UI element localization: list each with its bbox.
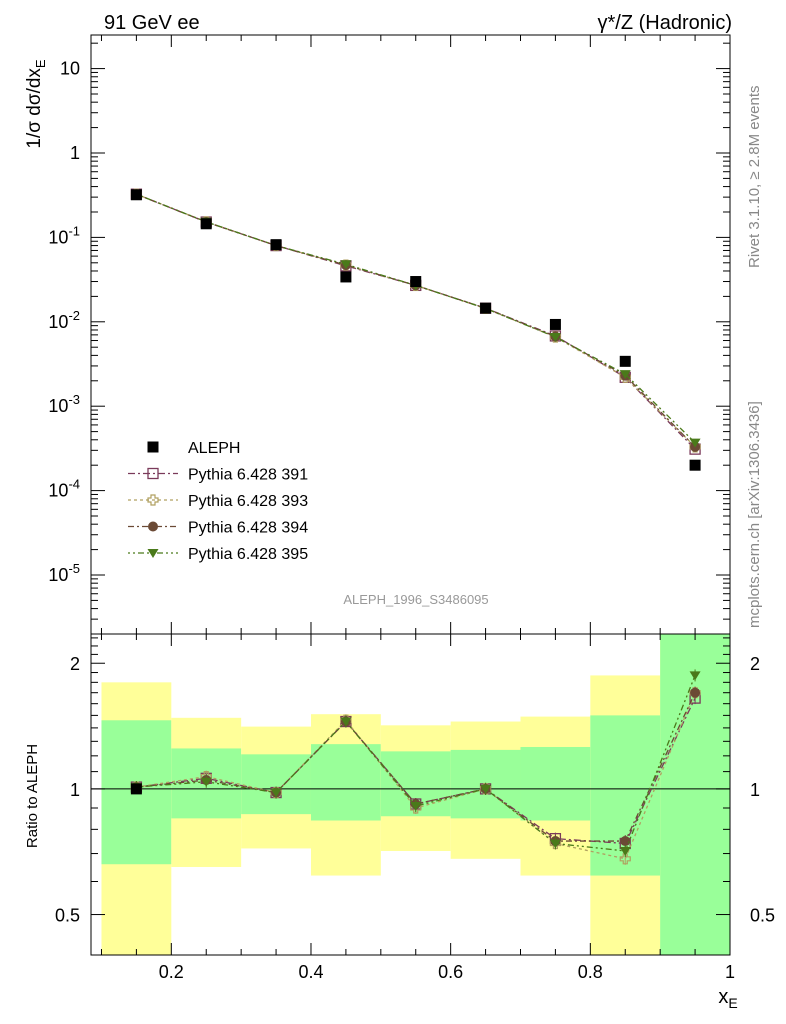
mc-line-main xyxy=(136,193,696,448)
data-point xyxy=(130,189,142,201)
y-tick-label: 1 xyxy=(70,143,80,163)
uncertainty-bands xyxy=(101,634,730,955)
ratio-y-tick-label-right: 2 xyxy=(750,654,760,674)
mc-point-ratio xyxy=(619,846,631,856)
legend-label: Pythia 6.428 391 xyxy=(188,467,308,484)
mcplots-label: mcplots.cern.ch [arXiv:1306.3436] xyxy=(746,401,763,628)
data-point xyxy=(480,302,492,314)
data-point xyxy=(689,459,701,471)
mc-point-main xyxy=(689,438,701,448)
y-tick-label: 10-2 xyxy=(48,308,80,332)
legend-label: Pythia 6.428 393 xyxy=(188,493,308,510)
ratio-y-tick-label: 1 xyxy=(70,780,80,800)
ratio-y-tick-label-right: 1 xyxy=(750,780,760,800)
mc-point-ratio xyxy=(690,687,701,698)
legend: ALEPH Pythia 6.428 391 Pythia 6.428 393 Pyt… xyxy=(128,440,308,563)
main-frame xyxy=(90,34,731,635)
y-tick-label: 10-4 xyxy=(48,477,80,501)
legend-label: ALEPH xyxy=(188,440,240,457)
band-inner xyxy=(310,744,381,821)
data-point xyxy=(410,276,422,288)
ratio-y-tick-label: 2 xyxy=(70,654,80,674)
y-tick-label: 10-5 xyxy=(48,561,80,585)
ratio-y-tick-label-right: 0.5 xyxy=(750,906,775,926)
mc-point-ratio xyxy=(619,853,631,865)
legend-marker xyxy=(147,549,159,558)
x-tick-label: 0.6 xyxy=(438,962,463,982)
x-axis-label: xE xyxy=(718,986,737,1011)
band-inner xyxy=(241,754,311,815)
watermark: ALEPH_1996_S3486095 xyxy=(343,592,488,607)
mc-point-ratio xyxy=(689,671,701,681)
mc-point-ratio xyxy=(410,801,422,811)
mc-point-ratio xyxy=(549,839,561,849)
ratio-y-label: Ratio to ALEPH xyxy=(24,744,41,848)
band-inner xyxy=(660,634,730,955)
mc-point-ratio xyxy=(200,777,212,787)
x-tick-label: 0.8 xyxy=(578,962,603,982)
legend-label: Pythia 6.428 395 xyxy=(188,546,308,563)
data-point xyxy=(340,271,352,283)
header-right: γ*/Z (Hadronic) xyxy=(598,12,732,34)
axis-ticks xyxy=(91,35,731,956)
mc-line-main xyxy=(136,193,696,450)
mc-line-ratio xyxy=(136,675,696,852)
ratio-data-point xyxy=(130,783,142,795)
mc-point-ratio xyxy=(620,836,631,847)
mc-point-main xyxy=(619,370,631,380)
main-y-label: 1/σ dσ/dxE xyxy=(24,59,48,149)
mc-point-ratio xyxy=(480,784,492,794)
band-inner xyxy=(520,746,591,821)
x-tick-label: 0.4 xyxy=(298,962,323,982)
y-tick-label: 10-3 xyxy=(48,392,80,416)
legend-marker xyxy=(148,521,158,532)
mc-line-ratio xyxy=(136,692,696,842)
ratio-frame xyxy=(90,633,731,956)
data-series xyxy=(130,188,701,865)
mc-line-main xyxy=(136,193,696,444)
data-point xyxy=(619,355,631,367)
mc-point-ratio xyxy=(270,788,282,798)
y-tick-label: 10 xyxy=(60,59,80,79)
ratio-y-tick-label: 0.5 xyxy=(55,906,80,926)
legend-marker xyxy=(147,441,159,453)
mc-point-main xyxy=(549,333,561,343)
data-point xyxy=(200,218,212,230)
data-point xyxy=(549,318,561,330)
legend-marker xyxy=(147,467,159,480)
mc-point-main xyxy=(340,260,352,270)
axis-labels: 0.2 0.4 0.6 0.8 1 10 1 10-1 10-2 10-3 10-4 10-5 1/σ … xyxy=(24,59,775,1011)
x-tick-label: 0.2 xyxy=(159,962,184,982)
mc-point-ratio xyxy=(340,717,352,727)
header-left: 91 GeV ee xyxy=(104,12,200,34)
mc-line-main xyxy=(136,193,696,448)
x-tick-label: 1 xyxy=(725,962,735,982)
data-point xyxy=(270,239,282,251)
legend-label: Pythia 6.428 394 xyxy=(188,520,308,537)
y-tick-label: 10-1 xyxy=(48,223,80,247)
rivet-label: Rivet 3.1.10, ≥ 2.8M events xyxy=(746,85,763,269)
legend-marker xyxy=(147,494,159,506)
